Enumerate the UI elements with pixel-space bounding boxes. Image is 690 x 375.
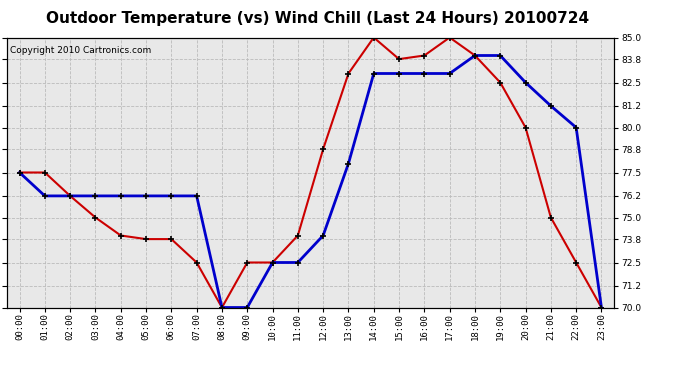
Text: Outdoor Temperature (vs) Wind Chill (Last 24 Hours) 20100724: Outdoor Temperature (vs) Wind Chill (Las… — [46, 11, 589, 26]
Text: Copyright 2010 Cartronics.com: Copyright 2010 Cartronics.com — [10, 46, 151, 55]
